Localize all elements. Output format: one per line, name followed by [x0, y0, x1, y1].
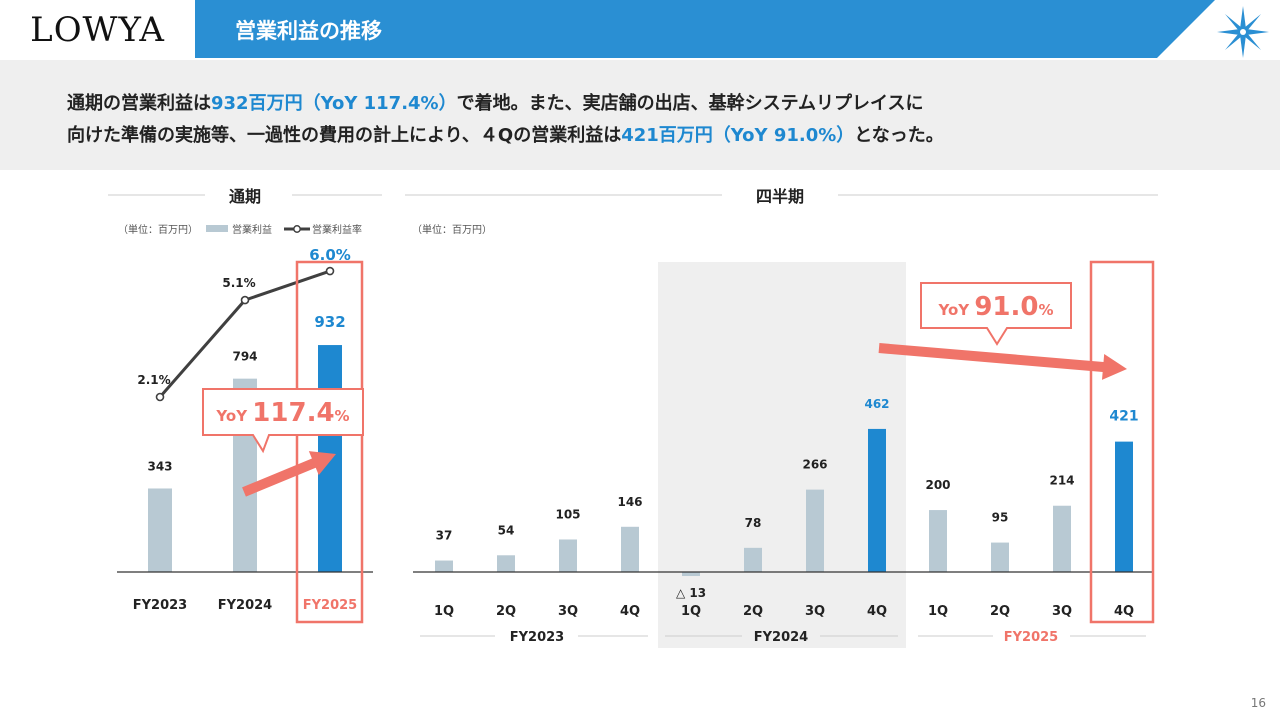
annual-bar-value-label: 794	[232, 350, 257, 364]
quarterly-bar	[806, 489, 824, 572]
summary-line-2: 向けた準備の実施等、一過性の費用の計上により、４Qの営業利益は421百万円（Yo…	[67, 121, 944, 147]
quarter-label: 3Q	[558, 604, 578, 619]
quarterly-bar-value-label: 214	[1049, 474, 1074, 488]
quarterly-bar	[497, 555, 515, 572]
summary-text: 向けた準備の実施等、一過性の費用の計上により、４Qの営業利益は	[67, 125, 622, 146]
margin-value-label: 2.1%	[137, 373, 170, 387]
charts-area: 通期 四半期 （単位：百万円） （単位：百万円） 営業利益 営業利益率 343 FY2023 7…	[108, 187, 1158, 648]
quarter-label: 1Q	[681, 604, 701, 619]
quarterly-bar	[621, 526, 639, 572]
annual-highlight-frame	[295, 260, 364, 624]
margin-value-label: 6.0%	[309, 246, 351, 264]
quarterly-bar-value-label: 37	[436, 529, 453, 543]
quarterly-bar-value-label: 266	[802, 458, 827, 472]
quarter-label: 2Q	[743, 604, 763, 619]
page-title: 営業利益の推移	[235, 19, 382, 43]
margin-point	[240, 295, 250, 305]
annual-callout-text: YoY 117.4%	[215, 398, 349, 428]
quarter-label: 3Q	[1052, 604, 1072, 619]
annual-chart-title: 通期	[229, 187, 261, 206]
quarterly-bar	[929, 510, 947, 572]
quarterly-bar-value-label: △ 13	[676, 586, 706, 600]
summary-text: 通期の営業利益は	[67, 93, 211, 114]
logo-text: LOWYA	[30, 10, 165, 50]
margin-point	[155, 392, 165, 402]
quarterly-bar-value-label: 146	[617, 495, 642, 509]
summary-highlight: 421百万円（YoY 91.0%）	[621, 125, 855, 146]
quarter-label: 4Q	[620, 604, 640, 619]
annual-category-label: FY2023	[133, 598, 187, 613]
annual-category-label: FY2024	[218, 598, 272, 613]
quarterly-trend-arrow	[878, 343, 1127, 380]
summary-highlight: 932百万円（YoY 117.4%）	[211, 93, 457, 114]
quarterly-bar-value-label: 95	[992, 511, 1009, 525]
quarterly-bar-value-label: 105	[555, 507, 580, 521]
callout-part: YoY	[937, 301, 974, 319]
quarterly-bar	[1115, 441, 1133, 572]
annual-unit-label: （単位：百万円）	[118, 223, 198, 236]
fy2024-shade-band	[658, 262, 906, 648]
quarter-label: 4Q	[867, 604, 887, 619]
summary-text: で着地。また、実店舗の出店、基幹システムリプレイスに	[456, 93, 924, 114]
page-number: 16	[1250, 696, 1266, 710]
annual-trend-arrow	[242, 451, 336, 497]
callout-part: %	[335, 407, 350, 425]
quarterly-bar	[744, 547, 762, 572]
legend-swatch-marker	[293, 225, 301, 233]
legend-swatch-bar	[206, 225, 228, 232]
quarterly-bar-value-label: 200	[925, 478, 950, 492]
quarterly-bar	[1053, 505, 1071, 572]
quarterly-chart-title: 四半期	[756, 187, 804, 206]
quarterly-highlight-frame	[1089, 260, 1155, 624]
annual-callout-box	[202, 388, 364, 454]
annual-category-label: FY2025	[303, 598, 357, 613]
quarterly-bar-value-label: 462	[864, 397, 889, 411]
quarterly-bar	[559, 539, 577, 572]
margin-point	[325, 266, 335, 276]
quarterly-bar-value-label: 421	[1109, 409, 1138, 425]
quarterly-bar	[991, 542, 1009, 572]
callout-part: YoY	[215, 407, 252, 425]
legend-label-line: 営業利益率	[312, 223, 362, 236]
fiscal-year-group-label: FY2025	[1004, 630, 1058, 645]
quarter-label: 1Q	[928, 604, 948, 619]
quarterly-bar	[868, 428, 886, 572]
summary-text: となった。	[854, 125, 944, 146]
quarterly-callout-box	[920, 282, 1072, 346]
callout-part: 117.4	[252, 398, 334, 428]
annual-bar-value-label: 343	[147, 459, 172, 473]
header: LOWYA 営業利益の推移	[0, 0, 1280, 60]
callout-part: 91.0	[974, 292, 1038, 322]
title-bar: 営業利益の推移	[195, 0, 1215, 60]
legend-label-bar: 営業利益	[232, 223, 272, 236]
quarterly-unit-label: （単位：百万円）	[412, 223, 492, 236]
margin-value-label: 5.1%	[222, 276, 255, 290]
fiscal-year-group-label: FY2024	[754, 630, 808, 645]
annual-bar	[148, 488, 172, 572]
quarterly-bar	[682, 572, 700, 577]
quarterly-bar-value-label: 78	[745, 516, 762, 530]
summary-line-1: 通期の営業利益は932百万円（YoY 117.4%）で着地。また、実店舗の出店、…	[67, 89, 924, 115]
annual-bar-value-label: 932	[314, 313, 345, 331]
title-bar-bg	[195, 0, 1215, 58]
quarterly-bar-value-label: 54	[498, 523, 515, 537]
compass-star-icon	[1217, 6, 1269, 58]
quarterly-bar	[435, 560, 453, 572]
quarter-label: 4Q	[1114, 604, 1134, 619]
fiscal-year-group-label: FY2023	[510, 630, 564, 645]
callout-part: %	[1039, 301, 1054, 319]
quarter-label: 1Q	[434, 604, 454, 619]
summary-box: 通期の営業利益は932百万円（YoY 117.4%）で着地。また、実店舗の出店、…	[0, 60, 1280, 170]
quarterly-callout-text: YoY 91.0%	[937, 292, 1053, 322]
quarter-label: 2Q	[990, 604, 1010, 619]
logo: LOWYA	[0, 0, 195, 60]
quarter-label: 3Q	[805, 604, 825, 619]
quarter-label: 2Q	[496, 604, 516, 619]
